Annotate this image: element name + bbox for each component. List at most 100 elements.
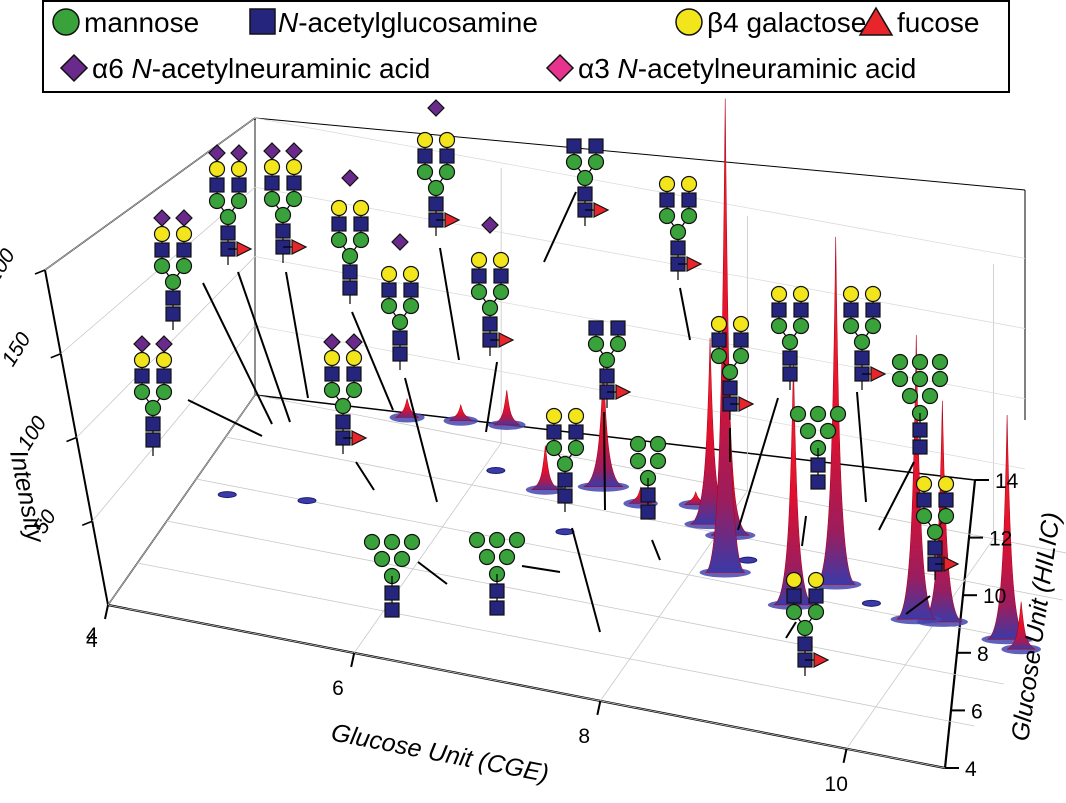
- grid-line-z: [44, 117, 256, 271]
- plot-box: [44, 117, 1026, 770]
- x-tick: [596, 700, 602, 716]
- legend-label-a6: -acetylneuraminic acid: [152, 53, 431, 84]
- mannose-icon: [144, 399, 162, 417]
- leader-line: [543, 191, 577, 263]
- legend-item-mannose: mannose: [52, 7, 199, 38]
- galactose-icon: [792, 285, 810, 303]
- n-acetylglucosamine-icon: [546, 424, 562, 440]
- n-acetylglucosamine-icon: [231, 177, 247, 193]
- back-wall-top-edge: [254, 117, 1026, 191]
- n-acetylglucosamine-icon: [154, 242, 170, 258]
- galactose-icon: [470, 251, 488, 269]
- mannose-icon: [402, 297, 420, 315]
- mannose-icon: [710, 347, 728, 365]
- fucose-icon: [593, 202, 610, 218]
- fucose-icon: [738, 396, 755, 412]
- x-tick-label: 10: [825, 773, 848, 796]
- n-acetylglucosamine-icon: [599, 368, 615, 384]
- legend-label-glcnac: -acetylglucosamine: [298, 7, 538, 38]
- leader-line: [878, 461, 915, 531]
- legend-item-a6-neuac: α6 N-acetylneuraminic acid: [59, 53, 431, 84]
- peak: [297, 497, 317, 505]
- mannose-icon: [545, 439, 563, 457]
- mannose-icon: [492, 283, 510, 301]
- mannose-icon: [649, 435, 667, 453]
- n-acetylglucosamine-icon: [938, 492, 954, 508]
- a6-neuac-icon: [323, 333, 341, 351]
- n-acetylglucosamine-icon: [670, 240, 686, 256]
- mannose-icon: [334, 397, 352, 415]
- mannose-icon: [931, 353, 949, 371]
- mannose-icon: [937, 507, 955, 525]
- galactose-icon: [380, 265, 398, 283]
- galactose-icon: [492, 251, 510, 269]
- mannose-icon: [153, 257, 171, 275]
- mannose-icon: [926, 523, 944, 541]
- n-acetylglucosamine-icon: [865, 302, 881, 318]
- y-tick-label: 4: [965, 758, 977, 781]
- n-acetylglucosamine-icon: [771, 302, 787, 318]
- svg-text:N-acetylglucosamine: N-acetylglucosamine: [278, 7, 538, 38]
- y-tick-label: 6: [971, 700, 983, 723]
- n-acetylglucosamine-icon: [793, 302, 809, 318]
- peak: [217, 491, 237, 499]
- a6-neuac-icon: [175, 209, 193, 227]
- mannose-icon: [587, 153, 605, 171]
- mannose-icon: [403, 533, 421, 551]
- mannose-icon: [52, 8, 80, 36]
- leader-line: [905, 595, 931, 615]
- mannose-icon: [330, 231, 348, 249]
- n-acetylglucosamine-icon: [916, 492, 932, 508]
- mannose-icon: [380, 297, 398, 315]
- a6-neuac-icon: [153, 209, 171, 227]
- z-axis-title: Intensity: [4, 448, 50, 546]
- mannose-icon: [809, 405, 827, 423]
- a3-neuac-icon: [545, 53, 575, 83]
- mannose-icon: [842, 317, 860, 335]
- legend-item-a3-neuac: α3 N-acetylneuraminic acid: [545, 53, 916, 84]
- n-acetylglucosamine-icon: [353, 216, 369, 232]
- peak: [987, 414, 1027, 640]
- mannose-icon: [901, 387, 919, 405]
- legend-prefix-a3: α3: [578, 53, 618, 84]
- n-acetylglucosamine-icon: [568, 424, 584, 440]
- a6-neuac-icon: [285, 142, 303, 160]
- n-acetylglucosamine-icon: [482, 316, 498, 332]
- mannose-icon: [133, 383, 151, 401]
- mannose-icon: [807, 603, 825, 621]
- galactose-icon: [323, 349, 341, 367]
- grid-line-y: [166, 520, 1004, 685]
- n-acetylglucosamine-icon: [384, 585, 400, 601]
- galactose-icon: [732, 315, 750, 333]
- mannose-icon: [629, 435, 647, 453]
- n-acetylglucosamine-icon: [782, 350, 798, 366]
- n-acetylglucosamine-icon: [493, 268, 509, 284]
- z-tick: [81, 520, 93, 526]
- fucose-icon: [498, 332, 515, 348]
- a6-neuac-icon: [155, 335, 173, 353]
- x-tick: [350, 652, 356, 668]
- n-acetylglucosamine-icon: [381, 282, 397, 298]
- n-acetylglucosamine-icon: [681, 192, 697, 208]
- leader-line: [187, 399, 263, 437]
- mannose-icon: [781, 333, 799, 351]
- mannose-icon: [911, 353, 929, 371]
- n-acetylglucosamine-icon: [342, 280, 358, 296]
- mannose-icon: [383, 533, 401, 551]
- galactose-icon: [352, 199, 370, 217]
- galactose-icon: [807, 571, 825, 589]
- mannose-icon: [609, 335, 627, 353]
- x-tick: [842, 748, 848, 764]
- mannose-icon: [556, 455, 574, 473]
- mannose-icon: [208, 192, 226, 210]
- mannose-icon: [341, 247, 359, 265]
- galactose-icon: [438, 131, 456, 149]
- galactose-icon: [133, 351, 151, 369]
- leader-line: [485, 361, 498, 433]
- svg-text:α3 N-acetylneuraminic acid: α3 N-acetylneuraminic acid: [578, 53, 916, 84]
- a6-neuac-icon: [481, 216, 499, 234]
- legend-italic-a3: N: [618, 53, 639, 84]
- n-acetylglucosamine-icon: [489, 600, 505, 616]
- grid-line-y: [196, 478, 1034, 643]
- mannose-icon: [891, 370, 909, 388]
